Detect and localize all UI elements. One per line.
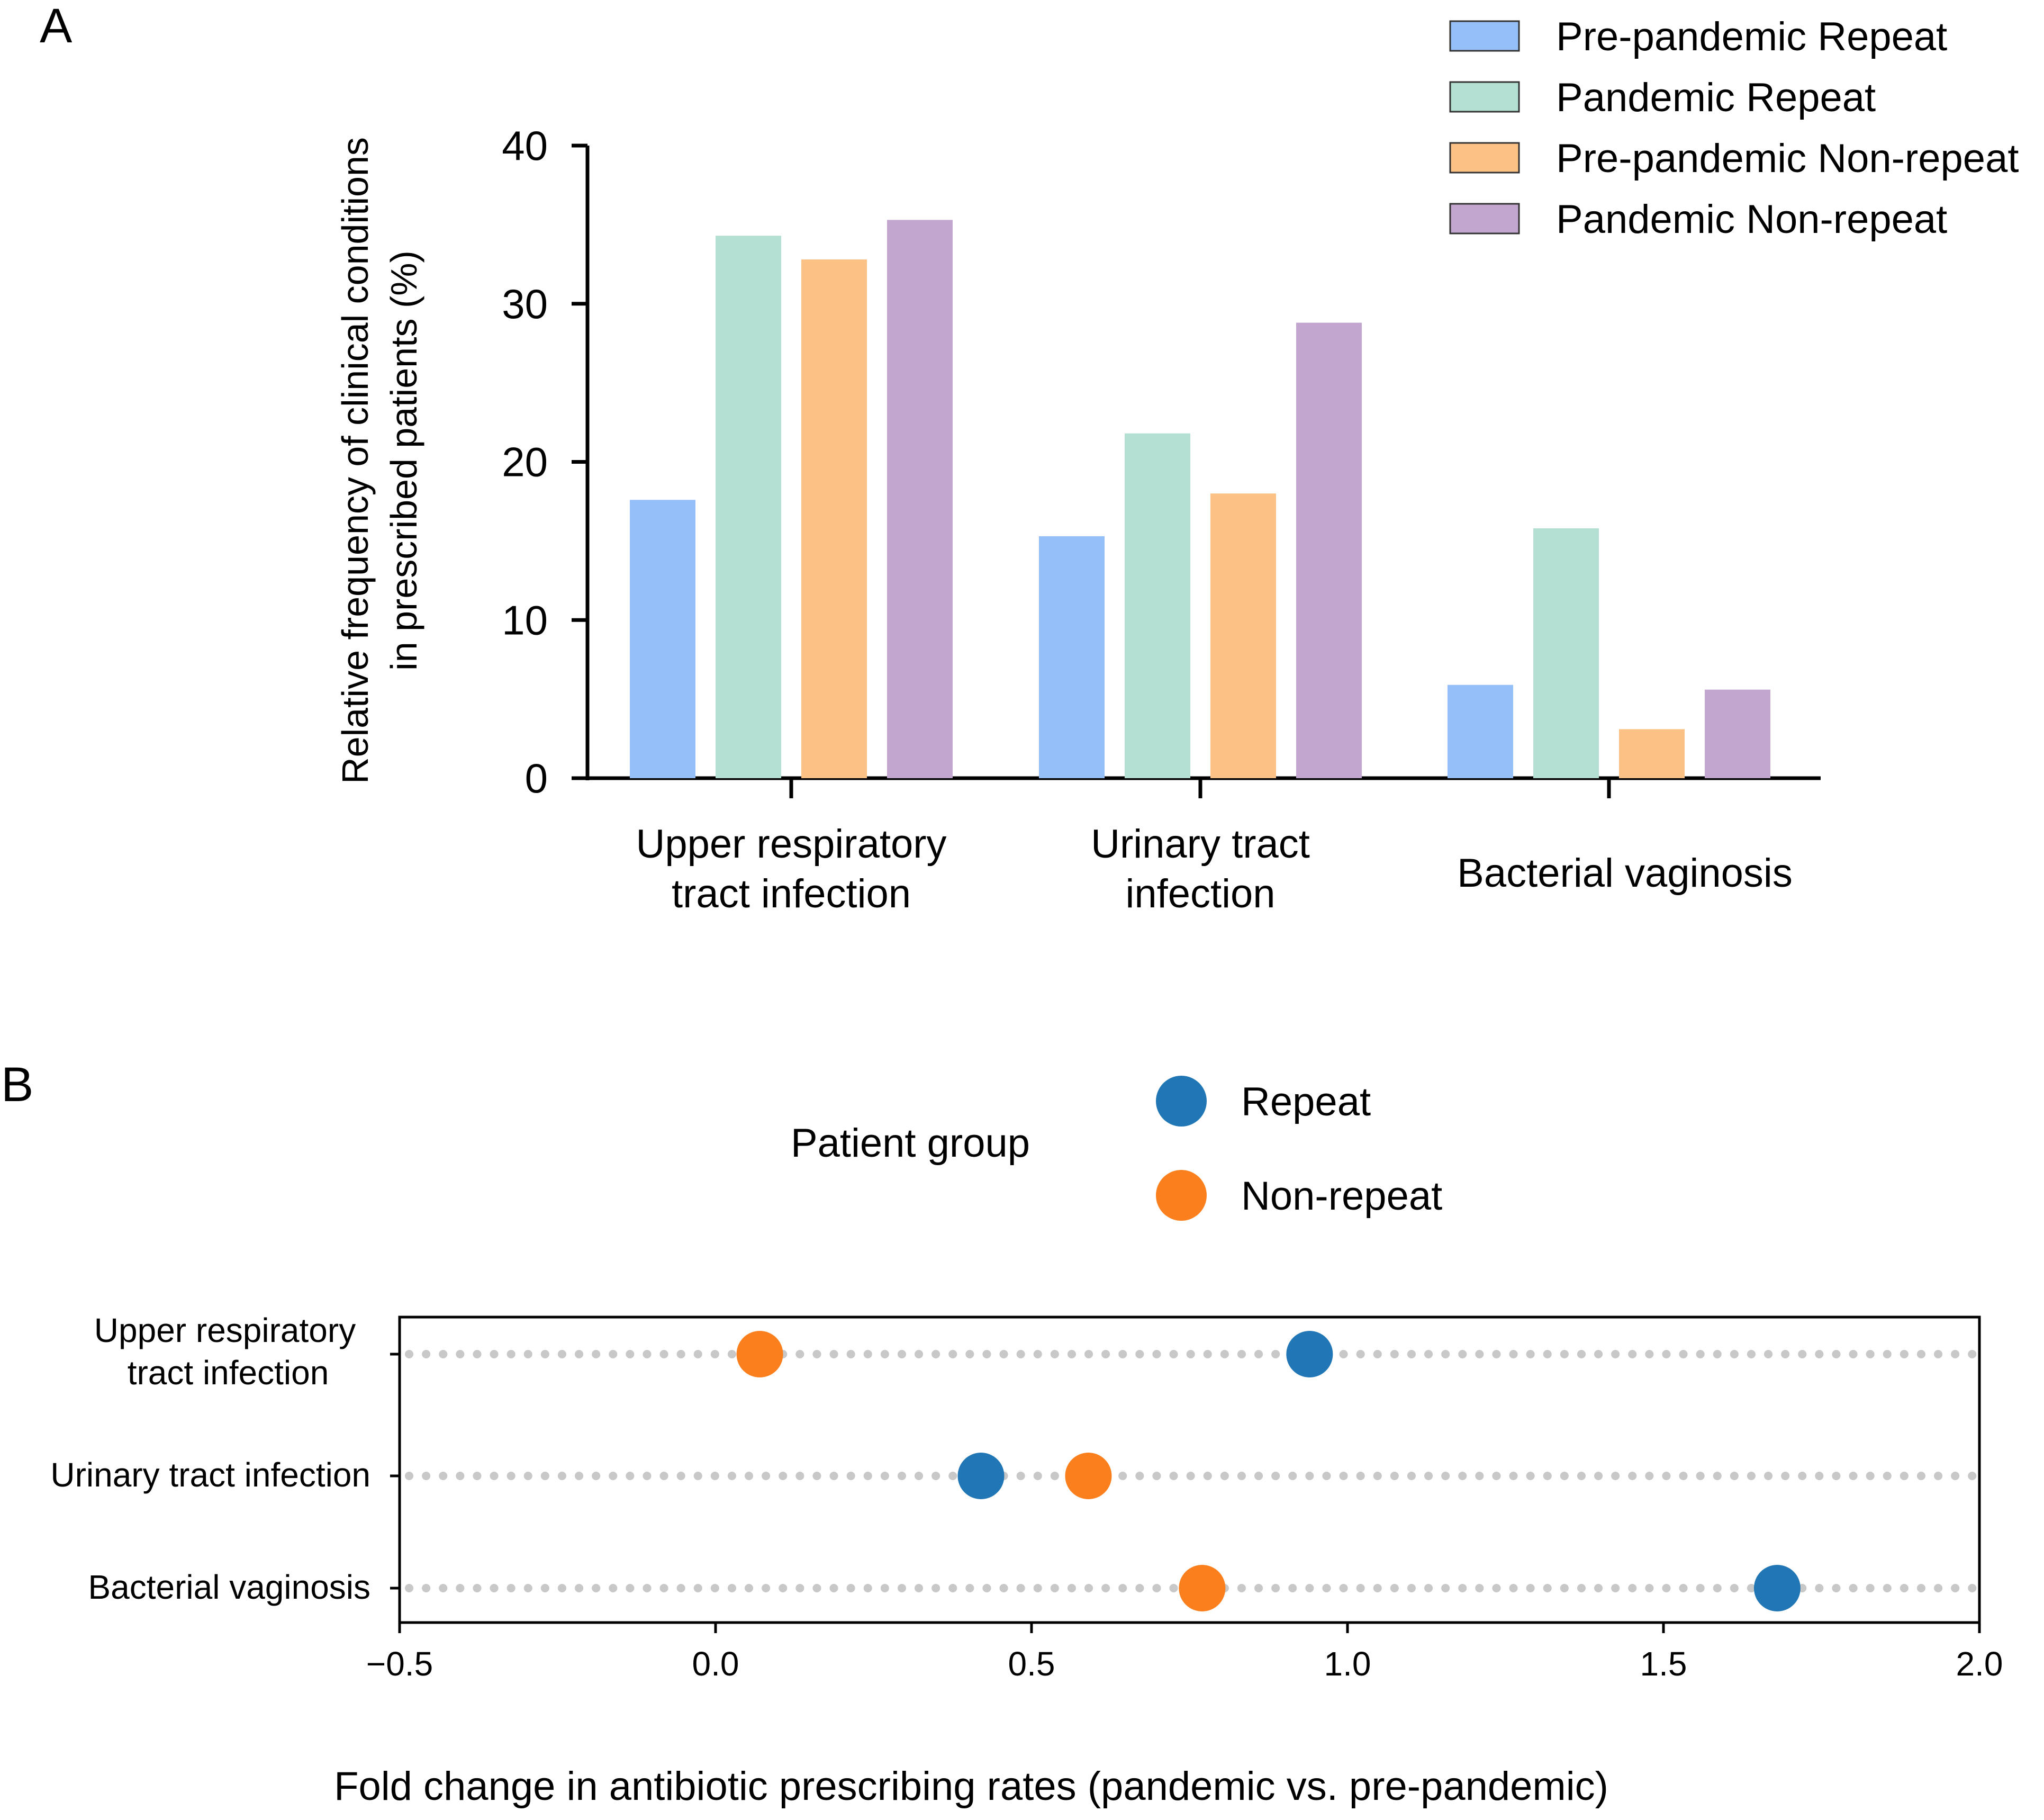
legend-label-pandemic-non-repeat: Pandemic Non-repeat xyxy=(1556,197,1947,242)
x-tick-label-line: Upper respiratory xyxy=(636,822,946,867)
bar-pandemic-non-repeat-urinary-tract-infection xyxy=(1296,322,1362,778)
legend-swatch-pandemic-repeat xyxy=(1449,81,1520,113)
point-repeat-bacterial-vaginosis xyxy=(1753,1565,1801,1611)
panel-label-a: A xyxy=(40,0,73,53)
bar-pre-pandemic-non-repeat-bacterial-vaginosis xyxy=(1619,729,1685,778)
x-tick-label-1: 0.0 xyxy=(692,1645,739,1683)
x-tick-label-4: 1.5 xyxy=(1640,1645,1687,1683)
chart-b: Patient group Repeat Non-repeat Upper respi… xyxy=(50,1076,2003,1809)
bar-pandemic-repeat-urinary-tract-infection xyxy=(1125,433,1190,778)
y-tick-label-bacterial-vaginosis: Bacterial vaginosis xyxy=(88,1568,370,1606)
plot-frame xyxy=(398,1316,1981,1624)
y-axis-label: Relative frequency of clinical condition… xyxy=(334,137,424,784)
bar-pre-pandemic-repeat-bacterial-vaginosis xyxy=(1448,684,1513,778)
bar-pandemic-non-repeat-bacterial-vaginosis xyxy=(1705,689,1770,778)
point-non-repeat-upper-respiratory-tract-infection xyxy=(736,1331,783,1377)
legend-marker-repeat xyxy=(1156,1076,1207,1127)
y-tick-label-line: Bacterial vaginosis xyxy=(88,1568,370,1606)
legend-title: Patient group xyxy=(791,1121,1030,1166)
x-tick-label-0: −0.5 xyxy=(366,1645,433,1683)
bar-pre-pandemic-non-repeat-upper-respiratory-tract-infection xyxy=(801,259,867,779)
y-tick-label-urinary-tract-infection: Urinary tract infection xyxy=(50,1456,370,1494)
y-tick-label-line: Urinary tract infection xyxy=(50,1456,370,1494)
legend-swatch-pre-pandemic-non-repeat xyxy=(1449,142,1520,174)
y-tick-label-upper-respiratory-tract-infection: Upper respiratory tract infection xyxy=(94,1311,356,1392)
legend-label-pre-pandemic-repeat: Pre-pandemic Repeat xyxy=(1556,14,1947,59)
point-repeat-urinary-tract-infection xyxy=(957,1453,1005,1499)
legend-label-pre-pandemic-non-repeat: Pre-pandemic Non-repeat xyxy=(1556,136,2019,181)
y-tick-label-line: tract infection xyxy=(128,1354,329,1392)
legend-swatch-pre-pandemic-repeat xyxy=(1449,20,1520,52)
y-tick-label-0: 0 xyxy=(525,755,548,801)
x-tick-label-bacterial-vaginosis: Bacterial vaginosis xyxy=(1457,851,1793,896)
y-axis-label-line: Relative frequency of clinical condition… xyxy=(334,137,376,784)
bar-pre-pandemic-non-repeat-urinary-tract-infection xyxy=(1210,493,1276,778)
y-tick-label-40: 40 xyxy=(502,122,548,169)
chart-a: 0 10 20 30 40 Relative frequency of clinical … xyxy=(334,14,2019,916)
y-axis-label-line: in prescribed patients (%) xyxy=(383,250,424,671)
x-tick-label-2: 0.5 xyxy=(1008,1645,1055,1683)
x-tick-label-upper-respiratory-tract-infection: Upper respiratory tract infection xyxy=(636,822,946,916)
bar-pre-pandemic-repeat-urinary-tract-infection xyxy=(1039,536,1105,778)
bar-pandemic-repeat-upper-respiratory-tract-infection xyxy=(716,236,781,779)
y-tick-label-line: Upper respiratory xyxy=(94,1311,356,1349)
x-tick-label-line: Urinary tract xyxy=(1091,822,1310,867)
x-axis-label: Fold change in antibiotic prescribing ra… xyxy=(334,1764,1608,1809)
y-tick-label-10: 10 xyxy=(502,597,548,643)
x-tick-label-line: tract infection xyxy=(672,871,911,916)
legend-label-non-repeat: Non-repeat xyxy=(1241,1174,1442,1219)
point-repeat-upper-respiratory-tract-infection xyxy=(1286,1331,1333,1377)
y-tick-label-20: 20 xyxy=(502,439,548,485)
bar-pandemic-repeat-bacterial-vaginosis xyxy=(1533,528,1599,778)
panel-label-b: B xyxy=(1,1058,33,1112)
legend-label-repeat: Repeat xyxy=(1241,1079,1371,1124)
bar-pandemic-non-repeat-upper-respiratory-tract-infection xyxy=(887,220,953,779)
legend-marker-non-repeat xyxy=(1156,1170,1207,1221)
point-non-repeat-bacterial-vaginosis xyxy=(1179,1565,1226,1611)
x-tick-label-line: Bacterial vaginosis xyxy=(1457,851,1793,896)
legend-label-pandemic-repeat: Pandemic Repeat xyxy=(1556,75,1876,120)
x-tick-label-5: 2.0 xyxy=(1956,1645,2003,1683)
point-non-repeat-urinary-tract-infection xyxy=(1065,1453,1112,1499)
bar-pre-pandemic-repeat-upper-respiratory-tract-infection xyxy=(630,500,695,778)
legend-swatch-pandemic-non-repeat xyxy=(1449,203,1520,235)
y-tick-label-30: 30 xyxy=(502,281,548,327)
x-tick-label-urinary-tract-infection: Urinary tract infection xyxy=(1091,822,1310,916)
x-tick-label-line: infection xyxy=(1125,871,1275,916)
x-tick-label-3: 1.0 xyxy=(1324,1645,1371,1683)
